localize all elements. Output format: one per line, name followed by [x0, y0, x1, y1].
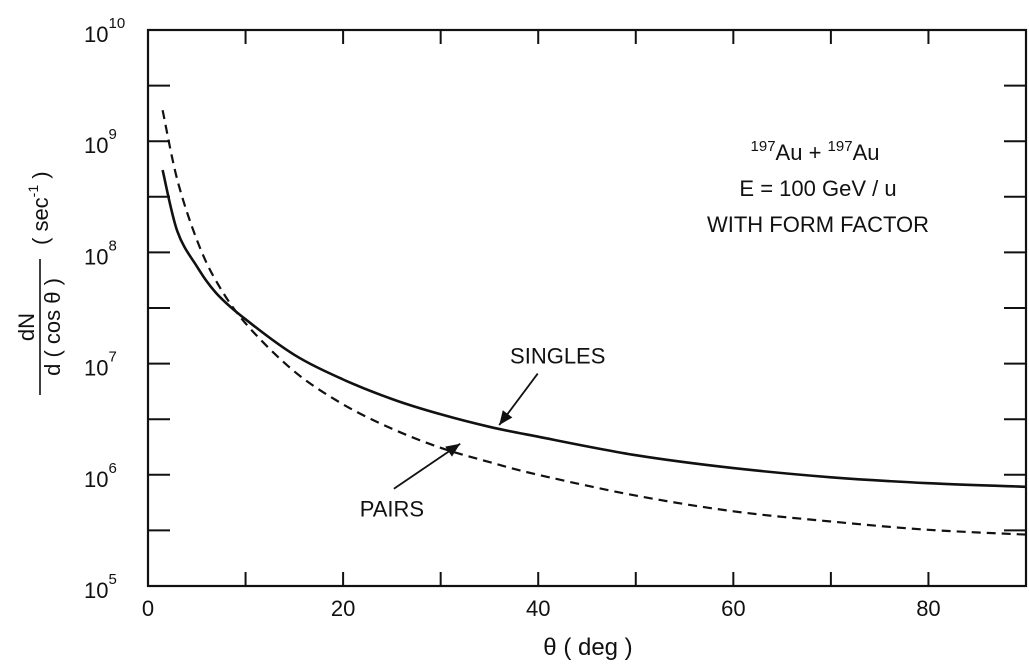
series-line-singles [161, 169, 1027, 489]
annotation-energy: E = 100 GeV / u [739, 176, 896, 201]
y-tick-label: 108 [84, 237, 117, 269]
y-tick-label: 107 [84, 349, 117, 381]
chart-annotation: 197Au + 197Au E = 100 GeV / u WITH FORM … [707, 138, 929, 237]
y-axis-unit: ( sec-1 ) [25, 171, 53, 245]
y-tick-base: 10 [84, 467, 108, 492]
x-tick-label: 40 [526, 596, 550, 621]
y-tick-exponent: 5 [108, 571, 116, 588]
y-axis-denominator: d ( cos θ ) [40, 278, 65, 376]
series-label-singles: SINGLES [510, 344, 605, 369]
y-tick-exponent: 9 [108, 126, 116, 143]
x-tick-label: 60 [721, 596, 745, 621]
y-tick-base: 10 [84, 578, 108, 603]
y-tick-label: 105 [84, 571, 117, 603]
x-tick-label: 0 [142, 596, 154, 621]
y-tick-label: 109 [84, 126, 117, 158]
x-tick-labels: 0 20 40 60 80 [142, 596, 941, 621]
x-tick-label: 20 [331, 596, 355, 621]
y-axis-numerator: dN [14, 313, 39, 341]
y-tick-base: 10 [84, 244, 108, 269]
series-label-pairs: PAIRS [360, 497, 424, 522]
y-tick-base: 10 [84, 133, 108, 158]
y-axis-label: dN d ( cos θ ) ( sec-1 ) [14, 171, 65, 395]
annotation-reaction: 197Au + 197Au [751, 138, 880, 165]
tick-marks [148, 30, 1026, 586]
series-line-pairs [161, 109, 1027, 536]
y-tick-base: 10 [84, 22, 108, 47]
y-tick-exponent: 8 [108, 237, 116, 254]
series-arrows: SINGLES PAIRS [360, 344, 606, 522]
y-tick-base: 10 [84, 356, 108, 381]
y-tick-label: 106 [84, 460, 117, 492]
arrow-head [499, 410, 513, 426]
x-tick-label: 80 [916, 596, 940, 621]
series-lines [161, 109, 1027, 536]
x-axis-label: θ ( deg ) [543, 634, 632, 661]
arrow-head [445, 443, 461, 457]
plot-frame [146, 28, 1028, 588]
y-tick-exponent: 6 [108, 460, 116, 477]
y-tick-exponent: 7 [108, 349, 116, 366]
y-tick-label: 1010 [84, 15, 125, 47]
y-tick-exponent: 10 [108, 15, 125, 32]
annotation-form-factor: WITH FORM FACTOR [707, 212, 929, 237]
plot-area [146, 28, 1028, 588]
